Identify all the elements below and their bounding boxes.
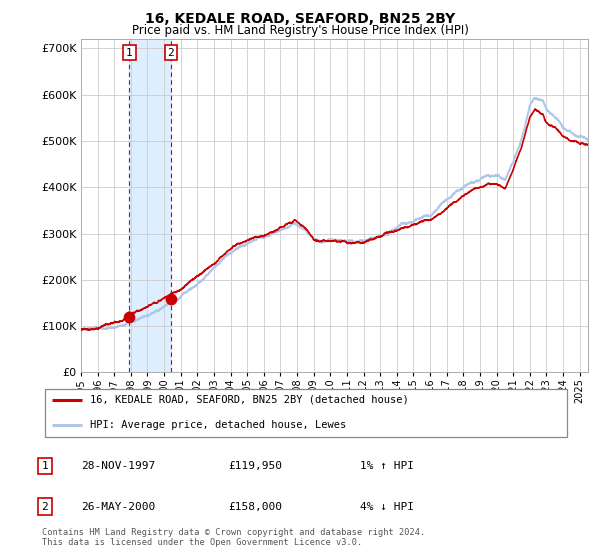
Text: 16, KEDALE ROAD, SEAFORD, BN25 2BY (detached house): 16, KEDALE ROAD, SEAFORD, BN25 2BY (deta… [89, 395, 408, 405]
Text: Price paid vs. HM Land Registry's House Price Index (HPI): Price paid vs. HM Land Registry's House … [131, 24, 469, 37]
Text: 16, KEDALE ROAD, SEAFORD, BN25 2BY: 16, KEDALE ROAD, SEAFORD, BN25 2BY [145, 12, 455, 26]
Text: 2: 2 [167, 48, 174, 58]
Text: 1: 1 [41, 461, 49, 471]
Text: HPI: Average price, detached house, Lewes: HPI: Average price, detached house, Lewe… [89, 419, 346, 430]
FancyBboxPatch shape [44, 389, 568, 437]
Text: 26-MAY-2000: 26-MAY-2000 [81, 502, 155, 512]
Text: 1% ↑ HPI: 1% ↑ HPI [360, 461, 414, 471]
Text: 2: 2 [41, 502, 49, 512]
Text: 1: 1 [126, 48, 133, 58]
Bar [130, 39, 171, 372]
Text: £158,000: £158,000 [228, 502, 282, 512]
Text: 28-NOV-1997: 28-NOV-1997 [81, 461, 155, 471]
Point [166, 295, 176, 304]
Text: 4% ↓ HPI: 4% ↓ HPI [360, 502, 414, 512]
Text: Contains HM Land Registry data © Crown copyright and database right 2024.
This d: Contains HM Land Registry data © Crown c… [42, 528, 425, 547]
Point [125, 312, 134, 321]
Text: £119,950: £119,950 [228, 461, 282, 471]
